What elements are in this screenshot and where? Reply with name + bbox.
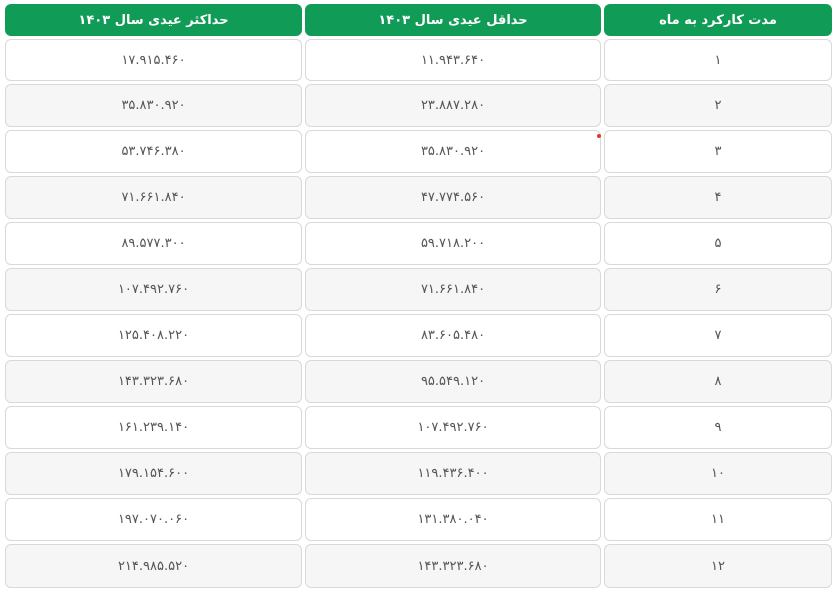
table-row: ۱ ۱۱.۹۴۳.۶۴۰ ۱۷.۹۱۵.۴۶۰ (5, 39, 832, 81)
cell-months: ۱۰ (604, 452, 832, 495)
table-row: ۱۱ ۱۳۱.۳۸۰.۰۴۰ ۱۹۷.۰۷۰.۰۶۰ (5, 498, 832, 541)
table-row: ۱۰ ۱۱۹.۴۳۶.۴۰۰ ۱۷۹.۱۵۴.۶۰۰ (5, 452, 832, 495)
cell-months: ۶ (604, 268, 832, 311)
cell-min: ۹۵.۵۴۹.۱۲۰ (305, 360, 601, 403)
cell-max: ۸۹.۵۷۷.۳۰۰ (5, 222, 302, 265)
cell-months: ۵ (604, 222, 832, 265)
cell-max: ۱۷۹.۱۵۴.۶۰۰ (5, 452, 302, 495)
cell-months: ۷ (604, 314, 832, 357)
red-dot-marker (597, 134, 601, 138)
cell-max: ۱۴۳.۳۲۳.۶۸۰ (5, 360, 302, 403)
table-row: ۳ ۳۵.۸۳۰.۹۲۰ ۵۳.۷۴۶.۳۸۰ (5, 130, 832, 173)
table-row: ۲ ۲۳.۸۸۷.۲۸۰ ۳۵.۸۳۰.۹۲۰ (5, 84, 832, 127)
table-row: ۹ ۱۰۷.۴۹۲.۷۶۰ ۱۶۱.۲۳۹.۱۴۰ (5, 406, 832, 449)
table-header: مدت کارکرد به ماه حداقل عیدی سال ۱۴۰۳ حد… (5, 4, 832, 36)
cell-months: ۲ (604, 84, 832, 127)
cell-max: ۱۹۷.۰۷۰.۰۶۰ (5, 498, 302, 541)
cell-min: ۲۳.۸۸۷.۲۸۰ (305, 84, 601, 127)
cell-months: ۹ (604, 406, 832, 449)
table-row: ۸ ۹۵.۵۴۹.۱۲۰ ۱۴۳.۳۲۳.۶۸۰ (5, 360, 832, 403)
cell-months: ۸ (604, 360, 832, 403)
cell-min: ۵۹.۷۱۸.۲۰۰ (305, 222, 601, 265)
cell-max: ۲۱۴.۹۸۵.۵۲۰ (5, 544, 302, 588)
header-months: مدت کارکرد به ماه (604, 4, 832, 36)
cell-months: ۱۱ (604, 498, 832, 541)
cell-max: ۳۵.۸۳۰.۹۲۰ (5, 84, 302, 127)
header-max-eidi: حداکثر عیدی سال ۱۴۰۳ (5, 4, 302, 36)
table-row: ۷ ۸۳.۶۰۵.۴۸۰ ۱۲۵.۴۰۸.۲۲۰ (5, 314, 832, 357)
cell-months: ۳ (604, 130, 832, 173)
cell-min: ۳۵.۸۳۰.۹۲۰ (305, 130, 601, 173)
cell-max: ۵۳.۷۴۶.۳۸۰ (5, 130, 302, 173)
cell-min: ۱۰۷.۴۹۲.۷۶۰ (305, 406, 601, 449)
cell-min: ۱۳۱.۳۸۰.۰۴۰ (305, 498, 601, 541)
cell-min: ۱۱۹.۴۳۶.۴۰۰ (305, 452, 601, 495)
table-row: ۴ ۴۷.۷۷۴.۵۶۰ ۷۱.۶۶۱.۸۴۰ (5, 176, 832, 219)
cell-months: ۱ (604, 39, 832, 81)
cell-max: ۱۰۷.۴۹۲.۷۶۰ (5, 268, 302, 311)
header-min-eidi: حداقل عیدی سال ۱۴۰۳ (305, 4, 601, 36)
cell-min: ۱۱.۹۴۳.۶۴۰ (305, 39, 601, 81)
cell-months: ۱۲ (604, 544, 832, 588)
cell-min: ۴۷.۷۷۴.۵۶۰ (305, 176, 601, 219)
cell-max: ۱۷.۹۱۵.۴۶۰ (5, 39, 302, 81)
cell-months: ۴ (604, 176, 832, 219)
cell-max: ۷۱.۶۶۱.۸۴۰ (5, 176, 302, 219)
cell-min: ۸۳.۶۰۵.۴۸۰ (305, 314, 601, 357)
cell-max: ۱۶۱.۲۳۹.۱۴۰ (5, 406, 302, 449)
table-row: ۵ ۵۹.۷۱۸.۲۰۰ ۸۹.۵۷۷.۳۰۰ (5, 222, 832, 265)
cell-min: ۷۱.۶۶۱.۸۴۰ (305, 268, 601, 311)
table-row: ۶ ۷۱.۶۶۱.۸۴۰ ۱۰۷.۴۹۲.۷۶۰ (5, 268, 832, 311)
cell-max: ۱۲۵.۴۰۸.۲۲۰ (5, 314, 302, 357)
cell-min: ۱۴۳.۳۲۳.۶۸۰ (305, 544, 601, 588)
table-row: ۱۲ ۱۴۳.۳۲۳.۶۸۰ ۲۱۴.۹۸۵.۵۲۰ (5, 544, 832, 588)
